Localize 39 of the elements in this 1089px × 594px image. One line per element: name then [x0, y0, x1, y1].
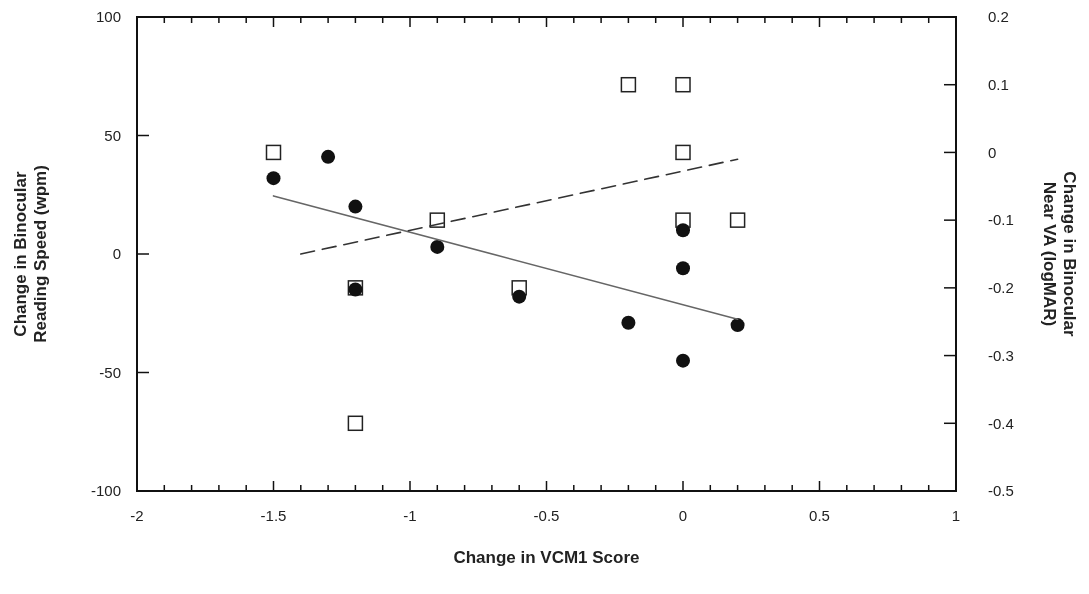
point [321, 149, 336, 164]
point [348, 199, 363, 214]
x-tick-label: -1 [403, 507, 417, 524]
y2-tick-label: -0.5 [988, 482, 1014, 500]
point [675, 76, 691, 93]
y2-tick-label: -0.2 [988, 279, 1014, 297]
x-tick-label: -2 [130, 507, 144, 524]
y2-tick-label: 0 [988, 143, 997, 161]
point [676, 353, 690, 368]
point [729, 212, 746, 228]
point [265, 144, 282, 161]
y2-axis-title: Change in Binocular Near VA (logMAR) [1039, 171, 1080, 338]
x-tick-label: 1 [951, 507, 961, 524]
y2-tick-label: -0.1 [988, 211, 1014, 229]
y-tick-label: 100 [95, 8, 121, 26]
x-tick-label: -0.5 [533, 507, 560, 524]
point [266, 171, 281, 186]
point [730, 318, 745, 333]
y2-tick-label: -0.3 [988, 346, 1014, 364]
point [512, 289, 527, 304]
point [620, 76, 637, 93]
point [430, 239, 445, 254]
y2-tick-label: 0.1 [988, 75, 1009, 93]
x-axis-title: Change in VCM1 Score [453, 548, 640, 567]
x-tick-label: -1.5 [260, 507, 287, 524]
y2-tick-label: 0.2 [988, 8, 1009, 26]
y-tick-label: -100 [90, 482, 121, 500]
y-tick-label: 50 [104, 126, 121, 144]
x-tick-label: 0.5 [809, 507, 830, 524]
y-axis-title: Change in Binocular Reading Speed (wpm) [10, 165, 51, 343]
x-tick-label: 0 [678, 507, 688, 524]
point [347, 415, 364, 432]
point [675, 144, 691, 161]
y-tick-label: -50 [99, 363, 121, 381]
point [676, 261, 690, 276]
point [676, 223, 690, 238]
y2-tick-label: -0.4 [988, 414, 1014, 432]
point [621, 315, 636, 330]
y-tick-label: 0 [112, 245, 121, 263]
